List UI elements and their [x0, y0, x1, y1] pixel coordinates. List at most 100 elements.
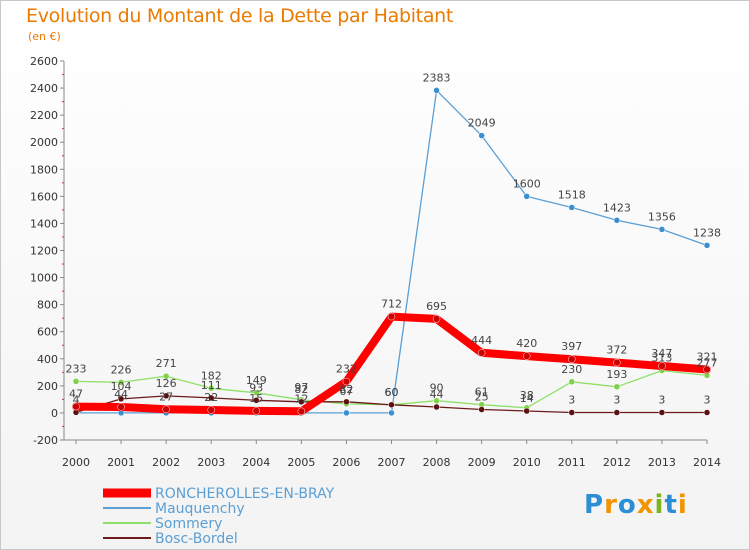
- x-tick-label: 2003: [197, 456, 225, 469]
- series-lines: [72, 87, 711, 417]
- data-point: [433, 87, 440, 94]
- y-tick-label: 2200: [30, 109, 58, 122]
- data-point: [207, 385, 215, 392]
- data-point: [162, 392, 170, 400]
- data-point: [252, 407, 261, 415]
- data-label: 67: [339, 385, 353, 398]
- data-point: [568, 204, 576, 211]
- data-label: 47: [69, 388, 83, 401]
- data-label: 420: [516, 337, 537, 350]
- x-tick-label: 2007: [378, 456, 406, 469]
- data-point: [72, 378, 80, 385]
- data-label: 695: [426, 300, 447, 313]
- data-label: 22: [204, 391, 218, 404]
- data-point: [207, 406, 215, 414]
- data-label: 1518: [558, 188, 586, 201]
- axes: -200 0 200 400 600 800 1000 1200 1400 1600 1800 200…: [30, 55, 721, 469]
- x-tick-label: 2000: [62, 456, 90, 469]
- data-label: 44: [430, 388, 444, 401]
- data-point: [522, 352, 531, 360]
- data-label: 97: [294, 381, 308, 394]
- logo-letter: i: [654, 490, 665, 520]
- logo-letter: P: [584, 490, 605, 520]
- data-point: [658, 409, 666, 416]
- data-point: [253, 389, 260, 397]
- y-tick-label: 400: [37, 353, 58, 366]
- y-tick-label: 1600: [30, 190, 58, 203]
- y-tick-label: 1800: [30, 163, 58, 176]
- data-label: 1423: [603, 201, 631, 214]
- data-label: 321: [697, 350, 718, 363]
- y-tick-label: 2000: [30, 136, 58, 149]
- logo-letter: o: [617, 490, 637, 520]
- x-tick-label: 2001: [107, 456, 135, 469]
- data-label: 15: [249, 392, 263, 405]
- data-point: [703, 409, 711, 416]
- data-point: [613, 358, 621, 367]
- data-label: 44: [114, 388, 128, 401]
- data-label: 25: [475, 391, 489, 404]
- data-label: 4: [73, 393, 80, 406]
- y-tick-label: 2600: [30, 55, 58, 68]
- chart-subtitle: (en €): [28, 30, 61, 43]
- y-tick-label: 800: [37, 299, 58, 312]
- data-label: 3: [658, 394, 665, 407]
- data-label: 2049: [468, 117, 496, 130]
- data-label: 27: [159, 390, 173, 403]
- data-label: 226: [111, 363, 132, 376]
- data-label: 182: [201, 369, 222, 382]
- y-tick-label: 200: [37, 380, 58, 393]
- x-tick-label: 2009: [468, 456, 496, 469]
- x-tick-label: 2014: [693, 456, 721, 469]
- x-tick-label: 2005: [287, 456, 315, 469]
- data-point: [162, 372, 170, 380]
- data-label: 111: [201, 379, 222, 392]
- data-label: 104: [111, 380, 132, 393]
- data-label: 444: [471, 334, 492, 347]
- data-label: 193: [606, 368, 627, 381]
- data-label: 372: [606, 344, 627, 357]
- data-label: 712: [381, 298, 402, 311]
- data-label: 397: [561, 340, 582, 353]
- data-point: [253, 397, 260, 404]
- data-label: 271: [156, 357, 177, 370]
- legend-label: Mauquenchy: [155, 501, 245, 517]
- data-point: [388, 401, 395, 409]
- data-point: [613, 409, 621, 416]
- x-tick-label: 2006: [332, 456, 360, 469]
- data-label: 232: [336, 363, 357, 376]
- data-label: 1356: [648, 210, 676, 223]
- data-point: [613, 383, 621, 391]
- legend-label: Sommery: [155, 516, 222, 532]
- data-label: 230: [561, 363, 582, 376]
- x-tick-label: 2004: [242, 456, 270, 469]
- y-tick-label: 600: [37, 326, 58, 339]
- y-tick-label: 2400: [30, 82, 58, 95]
- data-label: 2383: [423, 71, 451, 84]
- data-point: [388, 409, 395, 417]
- data-point: [343, 398, 350, 406]
- x-tick-label: 2010: [513, 456, 541, 469]
- legend: RONCHEROLLES-EN-BRAYMauquenchySommeryBos…: [103, 486, 335, 547]
- y-tick-label: 1000: [30, 272, 58, 285]
- x-tick-label: 2002: [152, 456, 180, 469]
- data-point: [117, 403, 125, 411]
- data-label: 3: [613, 394, 620, 407]
- data-label: 82: [294, 383, 308, 396]
- data-point: [433, 403, 440, 411]
- data-point: [568, 409, 576, 416]
- x-tick-label: 2011: [558, 456, 586, 469]
- data-point: [297, 407, 306, 416]
- data-label: 126: [156, 377, 177, 390]
- data-label: 82: [339, 383, 353, 396]
- data-point: [703, 365, 711, 374]
- x-tick-label: 2012: [603, 456, 631, 469]
- data-label: 60: [385, 386, 399, 399]
- data-label: 93: [249, 381, 263, 394]
- data-point: [298, 398, 305, 406]
- chart-title: Evolution du Montant de la Dette par Hab…: [26, 5, 454, 27]
- x-tick-label: 2013: [648, 456, 676, 469]
